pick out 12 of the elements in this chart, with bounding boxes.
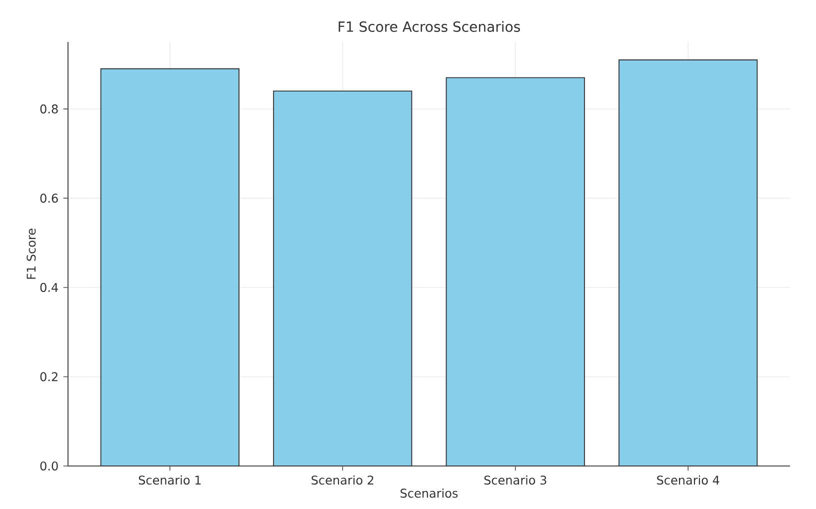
y-tick-label: 0.2: [40, 372, 58, 382]
x-tick-label: Scenario 3: [484, 475, 546, 485]
x-axis-title: Scenarios: [400, 488, 458, 498]
y-tick-label: 0.4: [40, 282, 58, 292]
chart-title: F1 Score Across Scenarios: [338, 21, 520, 32]
x-tick-label: Scenario 2: [312, 475, 374, 485]
x-tick-label: Scenario 4: [657, 475, 720, 485]
y-axis-title: F1 Score: [26, 228, 36, 279]
y-tick-label: 0.8: [40, 104, 58, 114]
y-tick-label: 0.6: [40, 194, 58, 203]
y-tick-label: 0.0: [40, 461, 58, 471]
x-tick-label: Scenario 1: [138, 475, 201, 485]
